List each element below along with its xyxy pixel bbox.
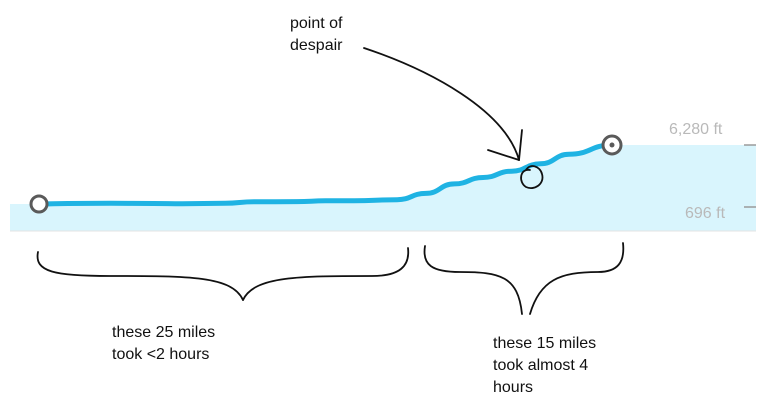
first-segment-annotation: these 25 miles took <2 hours (112, 322, 215, 366)
despair-circle (520, 165, 544, 189)
end-marker (601, 134, 623, 156)
despair-line-2: despair (290, 37, 343, 54)
bracket-second-segment (423, 242, 625, 315)
second-segment-annotation: these 15 miles took almost 4 hours (493, 333, 596, 399)
despair-line-1: point of (290, 15, 343, 32)
arrow-head-left (487, 149, 520, 161)
start-marker (29, 194, 49, 214)
first-segment-line-1: these 25 miles (112, 324, 216, 341)
despair-arrow (363, 47, 544, 189)
second-segment-line-1: these 15 miles (493, 335, 597, 352)
bracket-first-segment (36, 247, 410, 301)
second-segment-line-2: took almost 4 (493, 357, 589, 374)
arrow-head-right (518, 129, 523, 161)
first-segment-line-2: took <2 hours (112, 346, 210, 363)
y-tick-label-min: 696 ft (685, 205, 726, 222)
second-segment-line-3: hours (493, 379, 534, 396)
y-tick-label-max: 6,280 ft (669, 121, 723, 138)
elevation-area (10, 145, 756, 231)
end-marker-dot (609, 142, 615, 148)
despair-annotation: point of despair (290, 13, 342, 57)
arrow-shaft (363, 47, 520, 161)
elevation-line (36, 142, 615, 207)
